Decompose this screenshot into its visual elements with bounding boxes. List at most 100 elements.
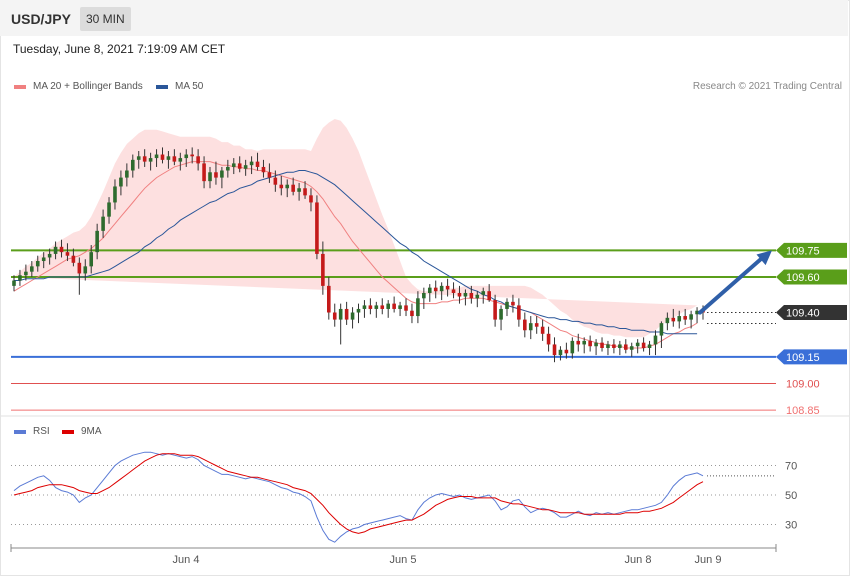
candle-body [30, 266, 34, 272]
candle-body [172, 156, 177, 162]
candle-body [671, 317, 676, 322]
candle-body [24, 271, 28, 276]
candle-body [356, 308, 361, 313]
candle-body [677, 316, 682, 322]
candle-body [178, 158, 183, 162]
timestamp: Tuesday, June 8, 2021 7:19:09 AM CET [13, 42, 226, 56]
candle-body [386, 303, 390, 309]
candle-body [463, 292, 468, 297]
candle-body [65, 252, 70, 256]
candle-body [166, 156, 171, 160]
legend-ma-bb-label: MA 20 + Bollinger Bands [33, 81, 143, 92]
candle-body [582, 340, 587, 345]
rsi-ma9-line [13, 453, 704, 534]
candle-body [89, 252, 94, 267]
candle-body [77, 262, 82, 274]
candle-body [422, 292, 426, 299]
candle-body [404, 305, 408, 311]
level-label-4: 109.00 [786, 379, 820, 391]
candle-body [457, 292, 462, 297]
level-label-5: 108.85 [786, 405, 820, 417]
candle-body [350, 312, 355, 320]
candle-body [380, 305, 385, 309]
candle-body [196, 156, 200, 164]
candle-body [220, 170, 224, 178]
candle-body [255, 161, 260, 167]
level-badge-2 [776, 305, 847, 320]
candle-body [12, 280, 16, 286]
candle-body [368, 305, 373, 309]
candle-body [534, 323, 539, 327]
candle-body [635, 342, 640, 347]
candle-body [142, 156, 147, 162]
candle-body [623, 344, 628, 350]
candle-body [202, 163, 206, 182]
candle-body [629, 346, 634, 350]
candle-body [83, 266, 88, 274]
candle-body [160, 154, 165, 160]
candle-body [107, 202, 111, 217]
candle-body [665, 317, 670, 324]
candle-body [184, 154, 189, 159]
candle-body [540, 326, 545, 334]
candle-body [35, 261, 40, 267]
candle-body [344, 308, 349, 320]
candle-body [101, 216, 105, 231]
candle-body [249, 161, 254, 166]
candle-body [612, 344, 616, 348]
level-label-2: 109.40 [786, 308, 820, 320]
candle-body [291, 184, 295, 192]
candle-body [475, 294, 480, 299]
candle-body [558, 349, 563, 356]
candle-body [113, 186, 117, 203]
candle-body [321, 253, 325, 286]
target-arrow-shaft [698, 254, 766, 315]
candle-body [303, 188, 307, 196]
candle-body [499, 308, 503, 320]
legend-rsi: RSI [14, 426, 50, 437]
candle-body [279, 184, 284, 189]
candle-body [362, 305, 367, 309]
legend-ma-bb-swatch [14, 84, 26, 89]
candle-body [190, 154, 194, 157]
level-label-1: 109.60 [786, 272, 820, 284]
candle-body [261, 166, 266, 173]
candle-body [439, 285, 444, 292]
candle-body [570, 340, 575, 354]
candle-body [267, 172, 272, 178]
candle-body [564, 349, 569, 354]
candle-body [125, 170, 129, 178]
candle-body [416, 298, 420, 317]
candle-body [392, 303, 396, 309]
legend-ma-bb: MA 20 + Bollinger Bands [14, 81, 143, 92]
candle-body [332, 312, 337, 320]
candle-body [588, 340, 592, 347]
candle-body [445, 285, 450, 290]
rsi-tick-70: 70 [785, 461, 797, 473]
candle-body [315, 202, 319, 254]
candle-body [487, 291, 491, 301]
candle-body [214, 172, 218, 178]
candle-body [53, 246, 58, 254]
candle-body [517, 305, 521, 320]
candle-body [18, 275, 22, 281]
candle-body [59, 246, 64, 253]
candle-body [451, 289, 456, 293]
candle-body [154, 154, 159, 159]
timeframe-badge[interactable]: 30 MIN [80, 7, 131, 31]
candle-body [433, 287, 438, 292]
x-tick-label: Jun 9 [695, 554, 722, 566]
candle-body [618, 344, 622, 348]
legend-ma50-label: MA 50 [175, 81, 204, 92]
legend-rsi-swatch [14, 429, 26, 434]
candle-body [505, 301, 509, 309]
candle-body [136, 156, 141, 160]
level-label-0: 109.75 [786, 245, 820, 257]
candle-body [546, 333, 551, 345]
candle-body [130, 159, 135, 171]
candle-body [148, 158, 153, 162]
candle-body [374, 305, 379, 309]
rsi-tick-30: 30 [785, 520, 797, 532]
candle-body [689, 314, 693, 320]
